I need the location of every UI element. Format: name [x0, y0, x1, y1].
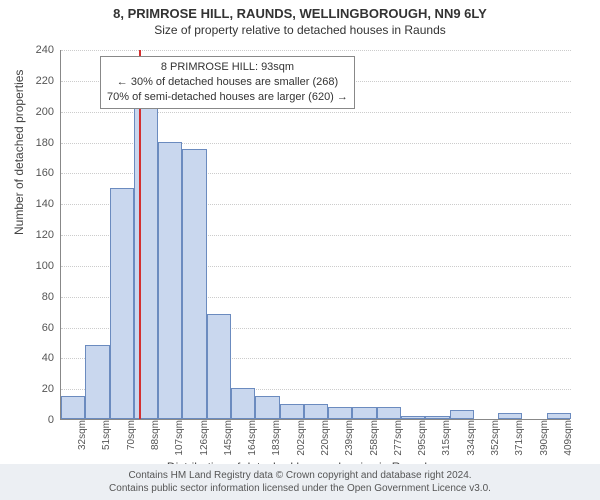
- histogram-bar: [158, 142, 182, 420]
- grid-line: [61, 50, 571, 51]
- histogram-bar: [377, 407, 401, 419]
- annotation-line-3: 70% of semi-detached houses are larger (…: [107, 90, 348, 105]
- y-tick-label: 140: [14, 198, 54, 210]
- x-tick-label: 258sqm: [369, 420, 374, 456]
- histogram-bar: [450, 410, 474, 419]
- page-subtitle: Size of property relative to detached ho…: [0, 23, 600, 37]
- histogram-bar: [401, 416, 425, 419]
- y-tick-label: 20: [14, 383, 54, 395]
- histogram-bar: [498, 413, 522, 419]
- histogram-bar: [304, 404, 328, 419]
- y-tick-label: 180: [14, 137, 54, 149]
- annotation-box: 8 PRIMROSE HILL: 93sqm ← 30% of detached…: [100, 56, 355, 109]
- x-tick-label: 107sqm: [174, 420, 179, 456]
- x-tick-label: 88sqm: [150, 420, 155, 450]
- x-tick-label: 202sqm: [296, 420, 301, 456]
- histogram-bar: [280, 404, 304, 419]
- histogram-bar: [134, 106, 158, 419]
- x-tick-label: 145sqm: [223, 420, 228, 456]
- y-tick-label: 220: [14, 75, 54, 87]
- y-tick-label: 0: [14, 414, 54, 426]
- y-tick-label: 120: [14, 229, 54, 241]
- histogram-bar: [231, 388, 255, 419]
- histogram-bar: [352, 407, 376, 419]
- x-tick-label: 371sqm: [514, 420, 519, 456]
- y-tick-label: 40: [14, 352, 54, 364]
- x-tick-label: 70sqm: [126, 420, 131, 450]
- x-tick-label: 32sqm: [77, 420, 82, 450]
- histogram-bar: [207, 314, 231, 419]
- x-tick-label: 352sqm: [490, 420, 495, 456]
- x-tick-label: 239sqm: [344, 420, 349, 456]
- x-tick-label: 183sqm: [271, 420, 276, 456]
- page-title: 8, PRIMROSE HILL, RAUNDS, WELLINGBOROUGH…: [0, 6, 600, 21]
- histogram-bar: [547, 413, 571, 419]
- x-tick-label: 334sqm: [466, 420, 471, 456]
- histogram-chart: 32sqm51sqm70sqm88sqm107sqm126sqm145sqm16…: [60, 50, 570, 420]
- y-tick-label: 240: [14, 44, 54, 56]
- histogram-bar: [255, 396, 279, 419]
- y-tick-label: 160: [14, 167, 54, 179]
- annotation-line-2: ← 30% of detached houses are smaller (26…: [107, 75, 348, 90]
- x-tick-label: 164sqm: [247, 420, 252, 456]
- histogram-bar: [182, 149, 206, 419]
- histogram-bar: [85, 345, 109, 419]
- x-tick-label: 220sqm: [320, 420, 325, 456]
- x-tick-label: 295sqm: [417, 420, 422, 456]
- y-tick-label: 200: [14, 106, 54, 118]
- footer-line-2: Contains public sector information licen…: [8, 482, 592, 495]
- x-tick-label: 126sqm: [199, 420, 204, 456]
- histogram-bar: [328, 407, 352, 419]
- attribution-footer: Contains HM Land Registry data © Crown c…: [0, 464, 600, 500]
- footer-line-1: Contains HM Land Registry data © Crown c…: [8, 469, 592, 482]
- annotation-line-1: 8 PRIMROSE HILL: 93sqm: [107, 60, 348, 75]
- histogram-bar: [110, 188, 134, 419]
- y-axis-title: Number of detached properties: [12, 70, 26, 235]
- x-tick-label: 51sqm: [101, 420, 106, 450]
- histogram-bar: [61, 396, 85, 419]
- x-tick-label: 315sqm: [441, 420, 446, 456]
- y-tick-label: 100: [14, 260, 54, 272]
- x-tick-label: 390sqm: [539, 420, 544, 456]
- y-tick-label: 60: [14, 322, 54, 334]
- x-tick-label: 277sqm: [393, 420, 398, 456]
- x-tick-label: 409sqm: [563, 420, 568, 456]
- histogram-bar: [425, 416, 449, 419]
- y-tick-label: 80: [14, 291, 54, 303]
